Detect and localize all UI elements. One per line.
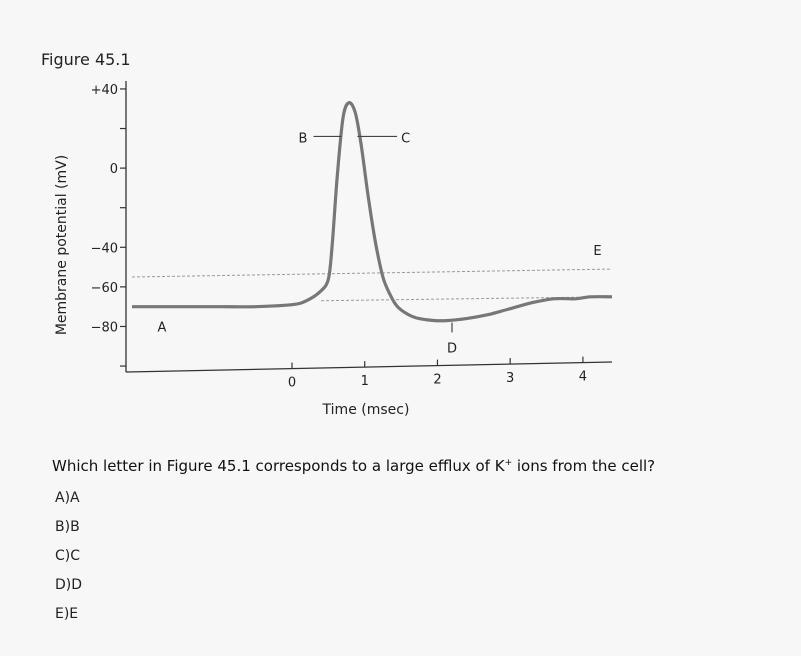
annotation-a: A xyxy=(157,320,166,335)
y-tick-label: −40 xyxy=(91,241,118,256)
x-tick-label: 2 xyxy=(433,373,441,388)
question-text-after: ions from the cell? xyxy=(512,457,656,475)
figure-title: Figure 45.1 xyxy=(41,50,131,69)
choice-d[interactable]: D)D xyxy=(55,577,83,593)
annotation-d: D xyxy=(447,341,457,356)
chart-series xyxy=(132,101,613,323)
question-superscript: + xyxy=(504,458,513,468)
chart-annotations: A B C D E xyxy=(157,131,601,356)
y-tick-label: 0 xyxy=(110,162,118,177)
annotation-e: E xyxy=(593,244,601,259)
annotation-c: C xyxy=(401,131,410,146)
x-axis-label: Time (msec) xyxy=(322,402,410,418)
x-tick-label: 0 xyxy=(288,376,296,391)
x-tick-label: 4 xyxy=(579,370,587,385)
choice-a[interactable]: A)A xyxy=(55,490,80,506)
y-tick-label: −60 xyxy=(91,281,118,296)
question-text: Which letter in Figure 45.1 corresponds … xyxy=(52,457,655,475)
threshold-lines xyxy=(131,268,613,302)
y-tick-label: +40 xyxy=(91,83,118,98)
x-tick-label: 1 xyxy=(361,374,369,389)
y-tick-label: −80 xyxy=(91,320,118,335)
choice-e[interactable]: E)E xyxy=(55,606,79,622)
x-tick-label: 3 xyxy=(506,371,514,386)
annotation-b: B xyxy=(299,131,308,146)
answer-choices: A)A B)B C)C D)D E)E xyxy=(55,488,82,633)
threshold-line xyxy=(131,268,613,278)
question-text-before: Which letter in Figure 45.1 corresponds … xyxy=(52,457,505,475)
choice-b[interactable]: B)B xyxy=(55,519,80,535)
action-potential-chart: +40 0 −40 −60 −80 0 1 2 3 4 A B C D E Time (msec) Mem… xyxy=(54,81,613,418)
membrane-potential-line xyxy=(132,101,613,323)
choice-c[interactable]: C)C xyxy=(55,548,81,564)
chart-axes: +40 0 −40 −60 −80 0 1 2 3 4 xyxy=(91,81,613,391)
y-axis-label: Membrane potential (mV) xyxy=(54,155,70,335)
x-axis-line xyxy=(125,361,613,373)
